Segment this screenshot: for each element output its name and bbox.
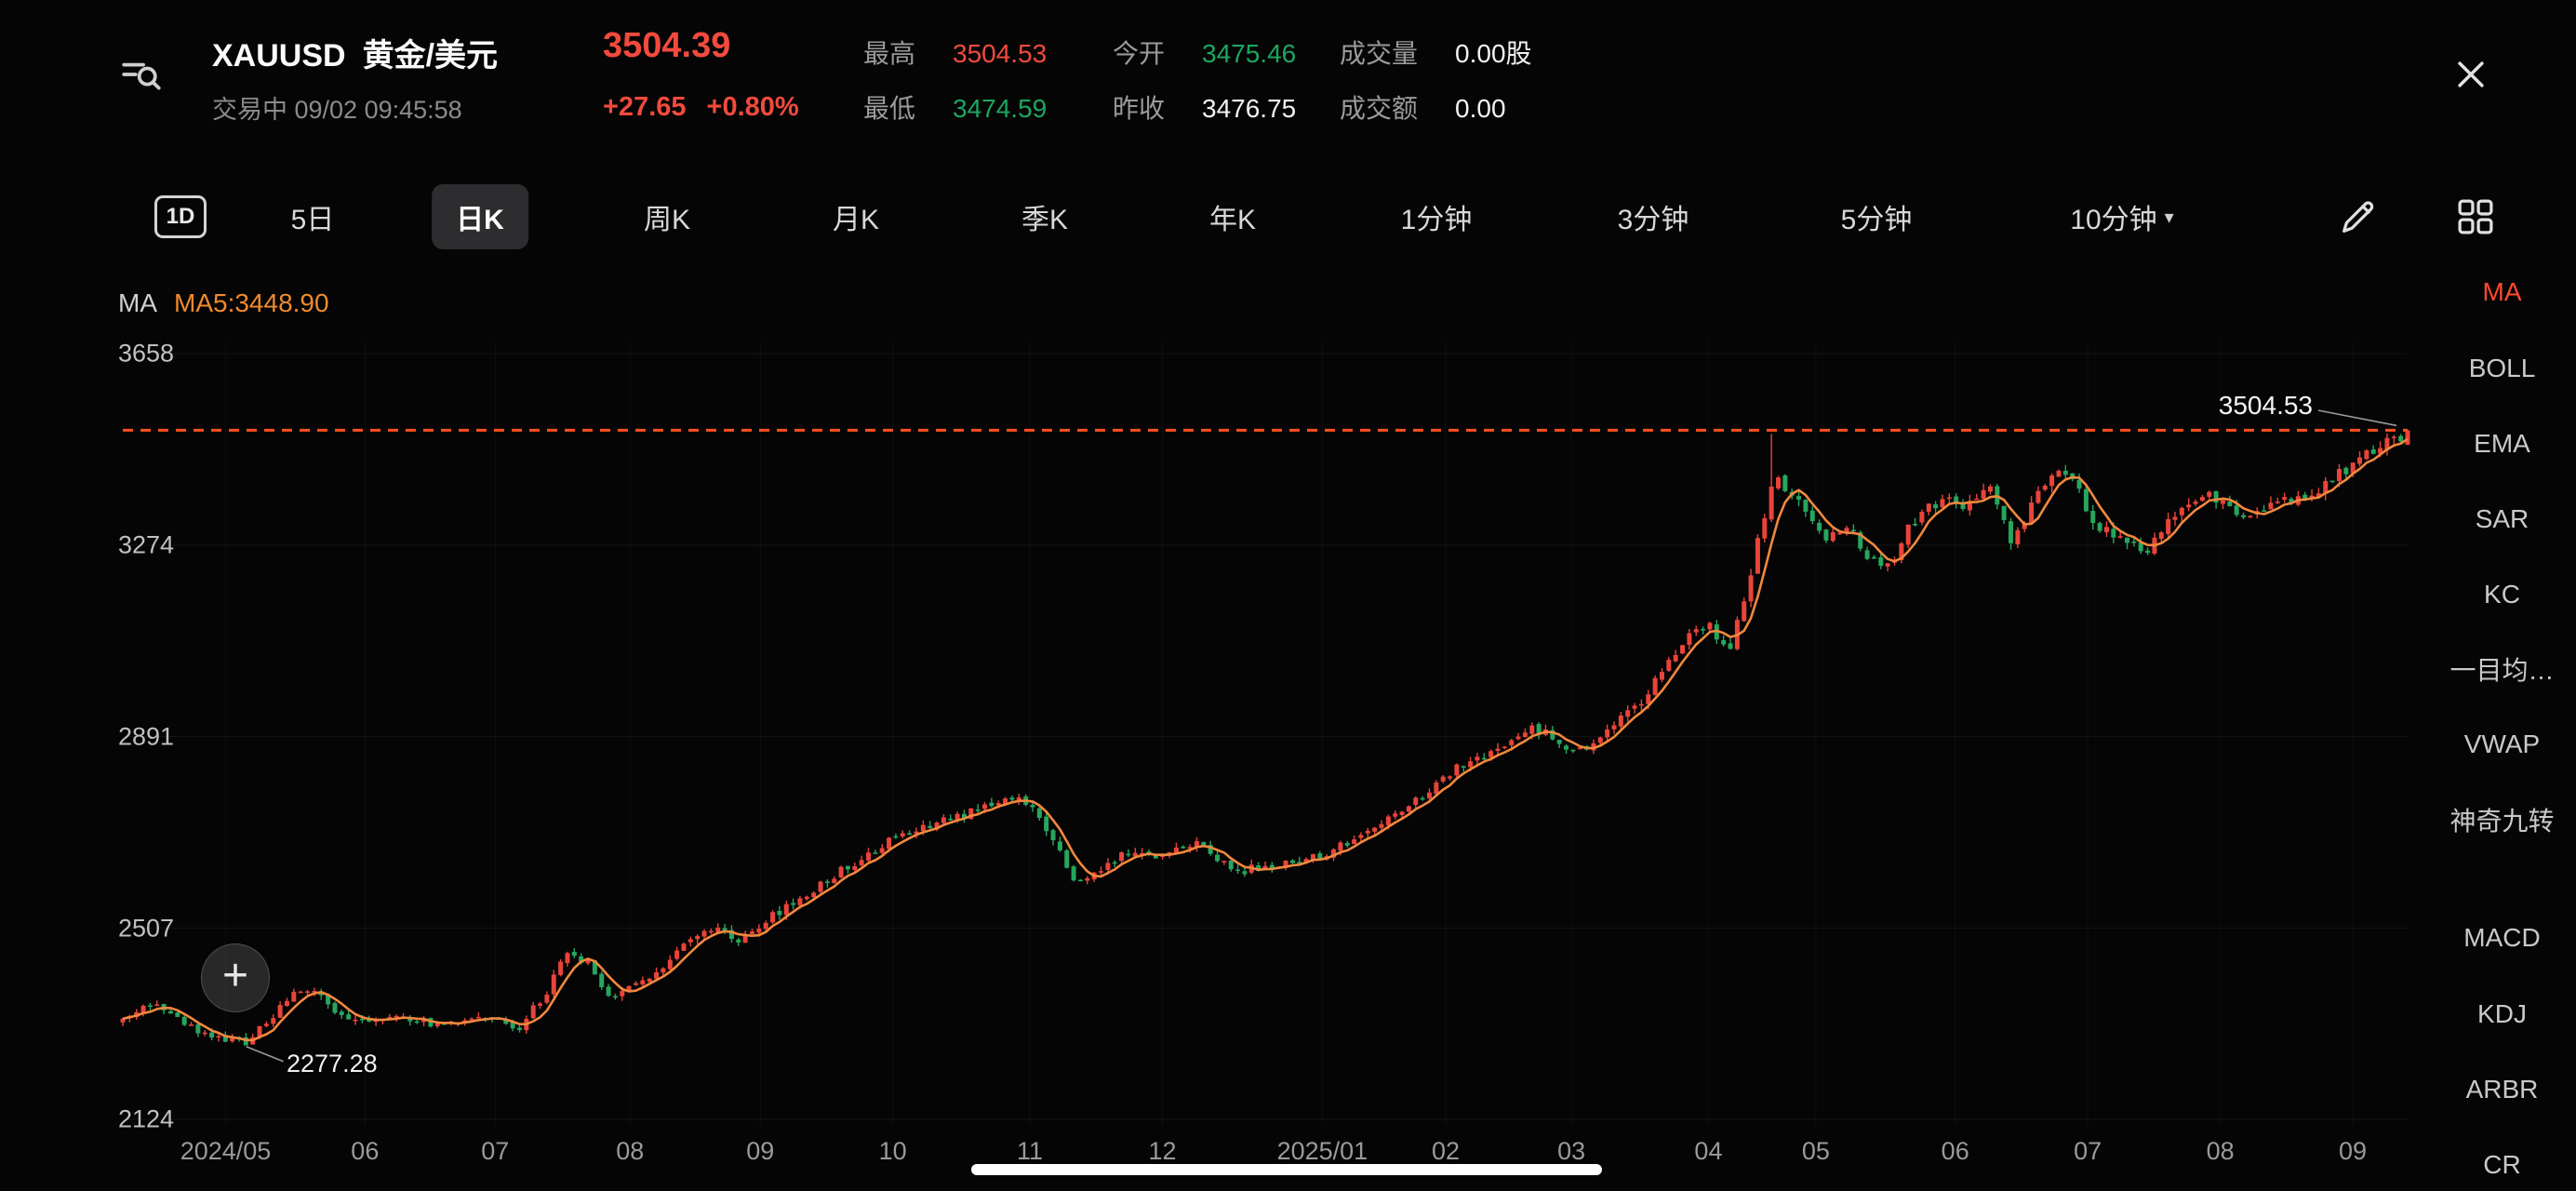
ma5-value: MA5:3448.90 (174, 288, 329, 317)
close-icon[interactable] (2449, 52, 2493, 97)
x-axis-label: 10 (878, 1137, 907, 1165)
tab-quarter-k[interactable]: 季K (1021, 205, 1069, 235)
indicator-kc[interactable]: KC (2484, 580, 2520, 609)
x-axis-label: 2024/05 (180, 1137, 272, 1165)
stat-low: 最低 3474.59 (863, 94, 1048, 123)
tab-week-k[interactable]: 周K (643, 205, 691, 235)
draw-pen-icon[interactable] (2335, 194, 2382, 240)
symbol-name: 黄金/美元 (362, 38, 499, 74)
tab-month-k[interactable]: 月K (832, 205, 880, 235)
tab-3min[interactable]: 3分钟 (1617, 205, 1689, 235)
x-axis-label: 05 (1801, 1137, 1830, 1165)
tab-10min-dropdown[interactable]: 10分钟 ▾ (2070, 205, 2174, 235)
x-axis-label: 08 (2206, 1137, 2235, 1165)
y-axis-label: 2891 (118, 722, 175, 750)
y-axis-label: 2124 (118, 1104, 175, 1133)
tab-5day[interactable]: 5日 (290, 205, 335, 235)
candles-layer (120, 430, 2410, 1046)
period-low-label: 2277.28 (287, 1050, 378, 1077)
indicator-vwap[interactable]: VWAP (2463, 729, 2541, 758)
grid-layer (123, 341, 2408, 1126)
indicator-macd[interactable]: MACD (2463, 923, 2541, 952)
stat-volume: 成交量 0.00股 (1340, 39, 1532, 68)
y-axis-label: 3274 (118, 530, 175, 559)
indicator-ema[interactable]: EMA (2474, 429, 2530, 458)
change-value: +27.65 (603, 92, 687, 122)
y-axis-label: 3658 (118, 339, 175, 368)
symbol-code: XAUUSD (212, 38, 346, 74)
price-callout-line (2317, 409, 2397, 427)
stat-turnover: 成交额 0.00 (1340, 94, 1506, 123)
x-axis-label: 2025/01 (1276, 1137, 1368, 1165)
tab-1d[interactable]: 1D (154, 195, 207, 238)
x-axis-label: 06 (1941, 1137, 1969, 1165)
x-axis-label: 09 (746, 1137, 775, 1165)
ma-legend: MA MA5:3448.90 (118, 288, 329, 318)
low-callout-line (246, 1046, 284, 1063)
indicator-ichimoku[interactable]: 一目均… (2449, 656, 2555, 685)
add-drawing-button[interactable]: + (201, 943, 270, 1012)
x-axis-label: 02 (1431, 1137, 1461, 1165)
x-axis-label: 11 (1017, 1137, 1044, 1165)
indicator-boll[interactable]: BOLL (2468, 354, 2536, 382)
change-percent: +0.80% (706, 92, 799, 122)
indicator-td-nine[interactable]: 神奇九转 (2449, 807, 2555, 836)
tab-5min[interactable]: 5分钟 (1840, 205, 1913, 235)
layout-grid-icon[interactable] (2452, 194, 2499, 240)
x-axis-label: 08 (616, 1137, 645, 1165)
search-icon[interactable] (117, 50, 166, 99)
chevron-down-icon: ▾ (2164, 207, 2174, 228)
x-axis-label: 12 (1148, 1137, 1177, 1165)
current-price-label: 3504.53 (2218, 391, 2313, 420)
period-toolbar: 1D 5日 日K 周K 月K 季K 年K 1分钟 3分钟 5分钟 10分钟 ▾ (0, 184, 2576, 249)
ma5-line (122, 437, 2409, 1042)
indicator-cr[interactable]: CR (2483, 1150, 2521, 1179)
stat-high: 最高 3504.53 (863, 39, 1048, 68)
x-axis-label: 03 (1557, 1137, 1586, 1165)
x-axis-label: 07 (2074, 1137, 2102, 1165)
ma-indicator-label: MA (118, 288, 157, 317)
indicator-ma[interactable]: MA (2482, 277, 2522, 306)
session-status: 交易中 09/02 09:45:58 (212, 96, 462, 124)
stat-open: 今开 3475.46 (1113, 39, 1297, 68)
tab-year-k[interactable]: 年K (1208, 205, 1257, 235)
tab-1min[interactable]: 1分钟 (1400, 205, 1473, 235)
x-axis-label: 07 (481, 1137, 510, 1165)
symbol-title: XAUUSD 黄金/美元 (212, 30, 498, 75)
x-axis-label: 04 (1694, 1137, 1723, 1165)
last-price: 3504.39 (603, 26, 731, 65)
stat-prev-close: 昨收 3476.75 (1113, 94, 1297, 123)
y-axis-label: 2507 (118, 914, 175, 943)
home-indicator (971, 1164, 1602, 1175)
indicator-sar[interactable]: SAR (2475, 504, 2529, 533)
1d-key-icon: 1D (154, 195, 207, 238)
x-axis-label: 06 (351, 1137, 380, 1165)
indicator-arbr[interactable]: ARBR (2465, 1075, 2539, 1104)
tab-day-k[interactable]: 日K (432, 184, 528, 249)
price-change: +27.65 +0.80% (603, 92, 799, 123)
plus-icon: + (221, 951, 249, 1000)
indicator-sidebar: MA BOLL EMA SAR KC 一目均… VWAP 神奇九转 MACD K… (2428, 0, 2576, 1191)
x-axis-label: 09 (2339, 1137, 2368, 1165)
indicator-kdj[interactable]: KDJ (2477, 999, 2527, 1028)
